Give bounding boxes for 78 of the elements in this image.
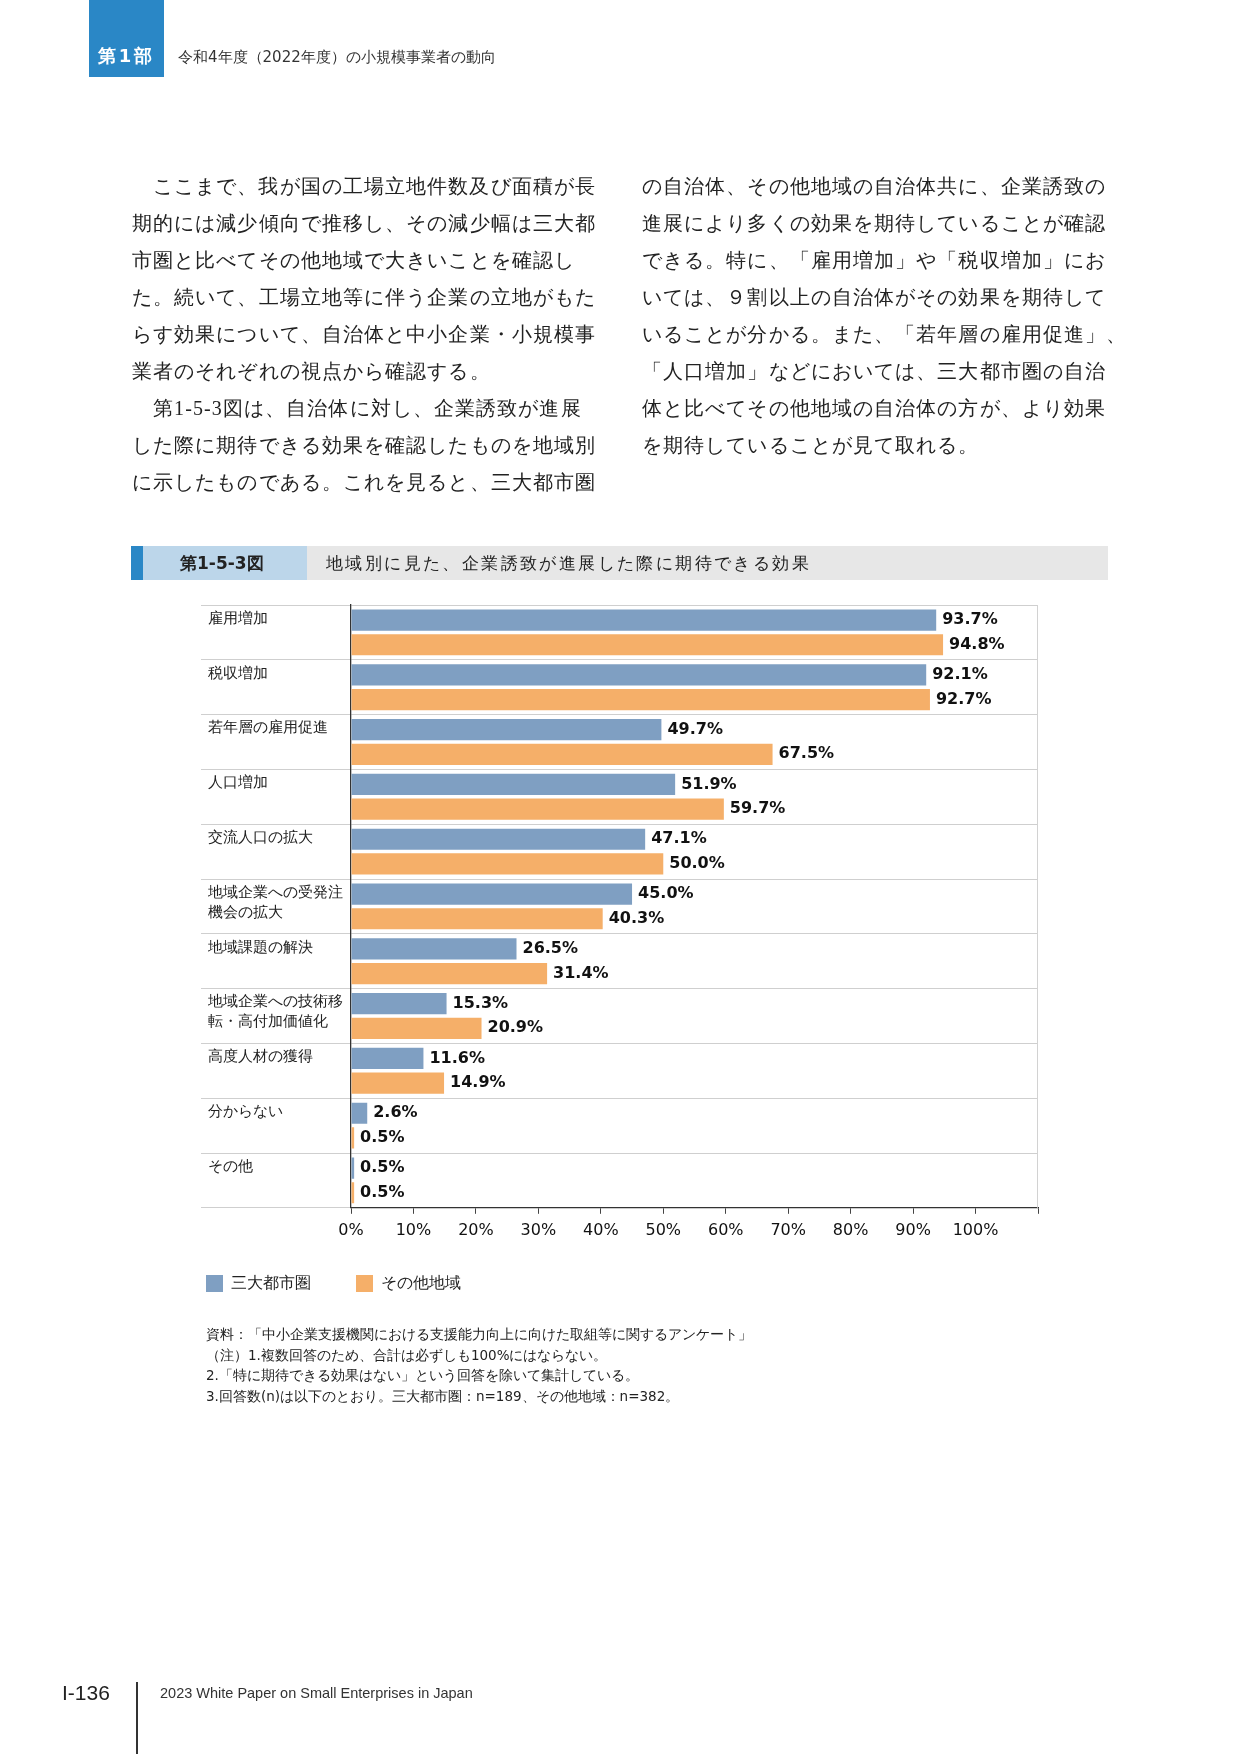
text: （注）1.複数回答のため、合計は必ずしも100%にはならない。 [206, 1345, 608, 1365]
chart-title: 地域別に見た、企業誘致が進展した際に期待できる効果 [326, 553, 811, 573]
data-label: 0.5% [360, 1157, 405, 1177]
bar [351, 634, 944, 656]
legend-label: 三大都市圏 [231, 1272, 311, 1292]
data-label: 49.7% [667, 718, 723, 738]
data-label: 26.5% [522, 938, 579, 958]
bar [351, 962, 548, 985]
y-tick-label: 人口増加 [208, 773, 268, 792]
chart-subtitle: 第1-5-3図 [180, 553, 264, 573]
data-label: 0.5% [360, 1127, 405, 1147]
data-label: 20.9% [487, 1017, 544, 1037]
bar [351, 773, 676, 796]
data-label: 0.5% [360, 1181, 405, 1201]
x-tick-label: 80% [832, 1219, 869, 1239]
data-label: 93.7% [942, 609, 998, 629]
text: 第1部 [96, 45, 157, 67]
y-tick-label: 若年層の雇用促進 [208, 718, 328, 737]
data-label: 51.9% [681, 773, 737, 793]
x-tick-label: 30% [520, 1219, 557, 1239]
x-tick-label: 50% [645, 1219, 682, 1239]
text: I-136 [62, 1680, 110, 1706]
bar [351, 743, 773, 765]
y-tick-label: 分からない [208, 1102, 283, 1121]
bar [351, 828, 646, 850]
x-tick-label: 60% [707, 1219, 744, 1239]
y-tick-label: 雇用増加 [208, 608, 268, 627]
bar [351, 664, 927, 686]
bar [351, 1047, 424, 1070]
x-tick-label: 10% [395, 1219, 432, 1239]
y-tick-label: 地域企業への受発注機会の拡大 [207, 882, 343, 921]
data-label: 40.3% [608, 907, 665, 927]
bar [351, 908, 603, 930]
data-label: 11.6% [429, 1047, 485, 1067]
legend-label: その他地域 [381, 1272, 461, 1292]
data-label: 47.1% [651, 828, 707, 848]
x-tick-label: 70% [770, 1219, 806, 1239]
bar [351, 688, 930, 711]
data-label: 2.6% [373, 1102, 418, 1122]
bar [351, 1017, 482, 1039]
data-label: 15.3% [452, 992, 509, 1012]
bar [351, 1072, 445, 1094]
text: 3.回答数(n)は以下のとおり。三大都市圏：n=189、その他地域：n=382。 [206, 1386, 680, 1406]
y-tick-label: その他 [208, 1156, 253, 1175]
y-tick-label: 税収増加 [208, 663, 268, 682]
y-tick-label: 地域課題の解決 [207, 937, 313, 956]
data-label: 31.4% [553, 962, 609, 982]
text: ここまで、我が国の工場立地件数及び面積が長期的には減少傾向で推移し、その減少幅は三大都市圏と比べてその他地域で大きいことを確認した。続いて、工場立地等に伴う企業の立地がもたらす効果について、自治体と中小企業・小規模事業者のそれぞれの視点から確認する。 [132, 174, 598, 384]
data-label: 94.8% [949, 633, 1005, 653]
x-tick-label: 0% [338, 1219, 364, 1239]
x-tick-label: 40% [583, 1219, 619, 1239]
x-tick-label: 100% [952, 1219, 999, 1239]
bar [351, 853, 664, 875]
bar [351, 719, 662, 741]
data-label: 59.7% [729, 798, 786, 818]
text: 資料：「中小企業支援機関における支援能力向上に向けた取組等に関するアンケート」 [206, 1325, 752, 1344]
data-label: 92.1% [932, 664, 988, 684]
bar [351, 883, 633, 905]
bar [351, 609, 937, 631]
x-tick-label: 90% [895, 1219, 931, 1239]
bar [351, 938, 517, 960]
text: 令和4年度（2022年度）の小規模事業者の動向 [178, 47, 496, 67]
y-tick-label: 交流人口の拡大 [208, 828, 313, 847]
text: 2.「特に期待できる効果はない」という回答を除いて集計している。 [206, 1366, 639, 1385]
data-label: 50.0% [669, 853, 725, 873]
bar [351, 798, 724, 820]
data-label: 67.5% [778, 743, 835, 763]
y-tick-label: 高度人材の獲得 [208, 1047, 313, 1066]
text: 2023 White Paper on Small Enterprises in Japan [160, 1684, 473, 1703]
data-label: 45.0% [638, 883, 694, 903]
bar [351, 993, 447, 1015]
text: 第1-5-3図は、自治体に対し、企業誘致が進展した際に期待できる効果を確認したものを地域別に示したものである。これを見ると、三大都市圏 [132, 396, 598, 495]
text: の自治体、その他地域の自治体共に、企業誘致の進展により多くの効果を期待していることが確認できる。特に、「雇用増加」や「税収増加」においては、９割以上の自治体がその効果を期待していることが分かる。また、「若年層の雇用促進」、「人口増加」などにおいては、三大都市圏の自治体と比べてその他地域の自治体の方が、より効果を期待していることが見て取れる。 [642, 174, 1128, 458]
data-label: 14.9% [450, 1072, 506, 1092]
x-tick-label: 20% [458, 1219, 494, 1239]
y-tick-label: 地域企業への技術移転・高付加価値化 [207, 992, 343, 1031]
bar [351, 1102, 368, 1124]
data-label: 92.7% [935, 688, 992, 708]
